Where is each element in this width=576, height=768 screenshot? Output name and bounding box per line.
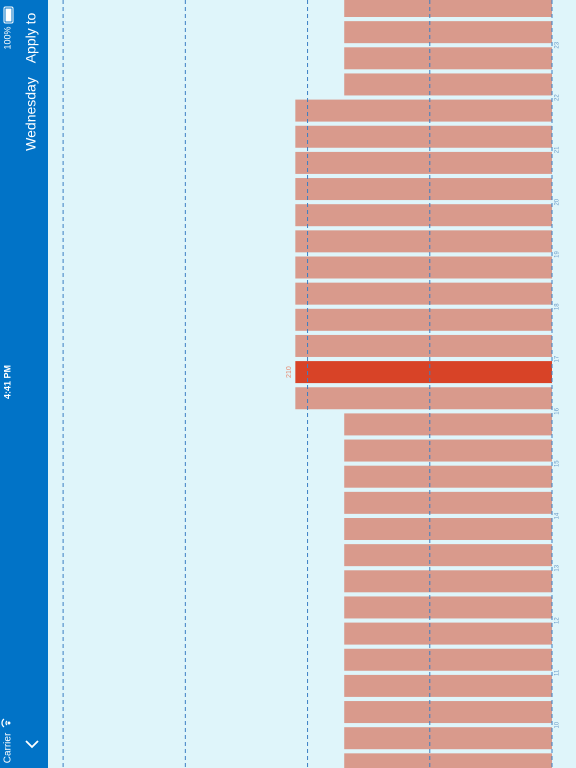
bar xyxy=(295,99,552,122)
bar xyxy=(344,413,552,436)
hour-label: 16 xyxy=(555,407,561,414)
sidebar xyxy=(0,0,48,768)
bar xyxy=(344,439,552,462)
wifi-icon xyxy=(1,718,11,728)
battery-percent: 100% xyxy=(2,26,12,49)
battery-icon xyxy=(3,6,14,24)
carrier: Carrier xyxy=(3,732,14,763)
apply-button[interactable]: Apply to xyxy=(23,12,39,63)
bar xyxy=(344,753,552,768)
hour-label: 13 xyxy=(555,564,561,571)
clock: 4:41 PM xyxy=(2,365,12,399)
bar xyxy=(344,596,552,619)
bar xyxy=(344,674,552,697)
bar xyxy=(344,491,552,514)
bar xyxy=(344,21,552,44)
bar xyxy=(344,544,552,567)
hour-label: 23 xyxy=(555,41,561,48)
hour-label: 19 xyxy=(555,251,561,258)
hour-label: 21 xyxy=(555,146,561,153)
bar-value-label: 210 xyxy=(286,366,293,378)
bar xyxy=(295,334,552,357)
chart: 210 23 22 21 20 19 18 17 16 15 14 13 12 11 10 xyxy=(62,0,561,768)
bar xyxy=(295,387,552,410)
hour-label: 14 xyxy=(555,512,561,519)
nav-title: Wednesday xyxy=(23,77,39,151)
bar xyxy=(344,701,552,724)
bar xyxy=(295,151,552,174)
hour-label: 20 xyxy=(555,198,561,205)
bar xyxy=(295,230,552,253)
bar xyxy=(344,465,552,488)
hour-label: 18 xyxy=(555,303,561,310)
bar xyxy=(295,178,552,201)
bar xyxy=(295,282,552,305)
bar xyxy=(295,256,552,279)
bar xyxy=(344,518,552,540)
bar xyxy=(295,125,552,148)
hour-label: 17 xyxy=(555,355,561,362)
bar xyxy=(344,73,552,96)
bar xyxy=(295,204,552,227)
back-button[interactable] xyxy=(25,740,39,749)
bar xyxy=(295,308,552,331)
hour-label: 12 xyxy=(555,617,561,624)
highlighted-bar xyxy=(295,361,552,384)
bar xyxy=(344,648,552,671)
bar xyxy=(344,570,552,593)
hour-label: 10 xyxy=(555,721,561,728)
bar xyxy=(344,47,552,70)
hour-label: 22 xyxy=(555,94,561,101)
hour-label: 15 xyxy=(555,460,561,467)
bar xyxy=(344,727,552,750)
bar xyxy=(344,0,552,17)
hour-label: 11 xyxy=(555,669,561,676)
bar xyxy=(344,622,552,645)
